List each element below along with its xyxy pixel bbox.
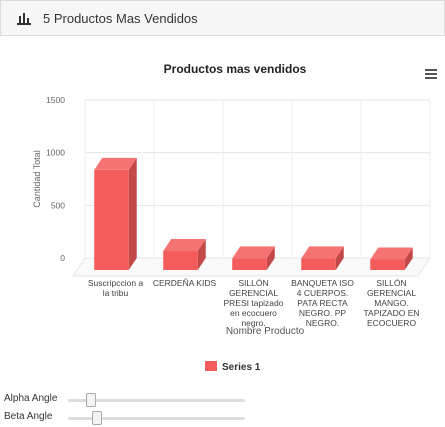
bar <box>94 157 137 270</box>
bar-front <box>94 169 129 270</box>
bar-side <box>404 247 413 270</box>
bar-side <box>128 157 137 270</box>
bar <box>301 246 344 270</box>
x-tick-label: SILLÓN GERENCIAL PRESI tapizado en ecocu… <box>223 278 284 328</box>
bar-side <box>266 246 275 270</box>
alpha-handle[interactable] <box>86 393 96 407</box>
alpha-slider[interactable] <box>68 399 245 402</box>
bar-front <box>301 258 336 270</box>
bar <box>370 247 413 270</box>
chart-icon <box>17 13 31 25</box>
bar-front <box>370 259 405 270</box>
beta-handle[interactable] <box>92 411 102 425</box>
y-tick-label: 500 <box>51 200 65 210</box>
y-tick-label: 1000 <box>46 148 65 158</box>
x-axis-label: Nombre Producto <box>226 326 305 337</box>
beta-slider[interactable] <box>68 417 245 420</box>
chart-container: Productos mas vendidos 0 500 1000 1500 Canti… <box>10 55 445 385</box>
bar-top <box>163 239 206 252</box>
beta-label: Beta Angle <box>4 411 53 422</box>
x-tick-label: SILLÓN GERENCIAL MANGO. TAPIZADO EN ECOC… <box>363 278 420 328</box>
bar-front <box>163 251 198 270</box>
bar <box>163 239 206 270</box>
panel-header: 5 Productos Mas Vendidos <box>0 0 445 36</box>
y-axis-label: Cantidad Total <box>32 150 42 207</box>
bar-front <box>232 258 267 270</box>
bar-top <box>232 246 275 259</box>
chart-title: Productos mas vendidos <box>164 62 307 76</box>
bar-side <box>335 246 344 270</box>
panel-title: 5 Productos Mas Vendidos <box>43 11 198 26</box>
x-tick-label: Suscripccion a la tribu <box>87 278 144 298</box>
menu-button[interactable] <box>425 69 437 79</box>
y-tick-label: 1500 <box>46 95 65 105</box>
x-tick-label: CERDEÑA KIDS <box>152 278 217 288</box>
legend-label: Series 1 <box>222 362 261 373</box>
chart: Productos mas vendidos 0 500 1000 1500 Canti… <box>32 62 437 373</box>
y-tick-label: 0 <box>60 253 65 263</box>
bar <box>232 246 275 270</box>
bar-side <box>197 239 206 270</box>
alpha-label: Alpha Angle <box>4 393 58 404</box>
bar-top <box>301 246 344 259</box>
bar-top <box>370 247 413 260</box>
legend-swatch <box>205 361 217 371</box>
bar-top <box>94 157 137 170</box>
x-tick-label: BANQUETA ISO 4 CUERPOS. PATA RECTA NEGRO… <box>291 278 354 328</box>
